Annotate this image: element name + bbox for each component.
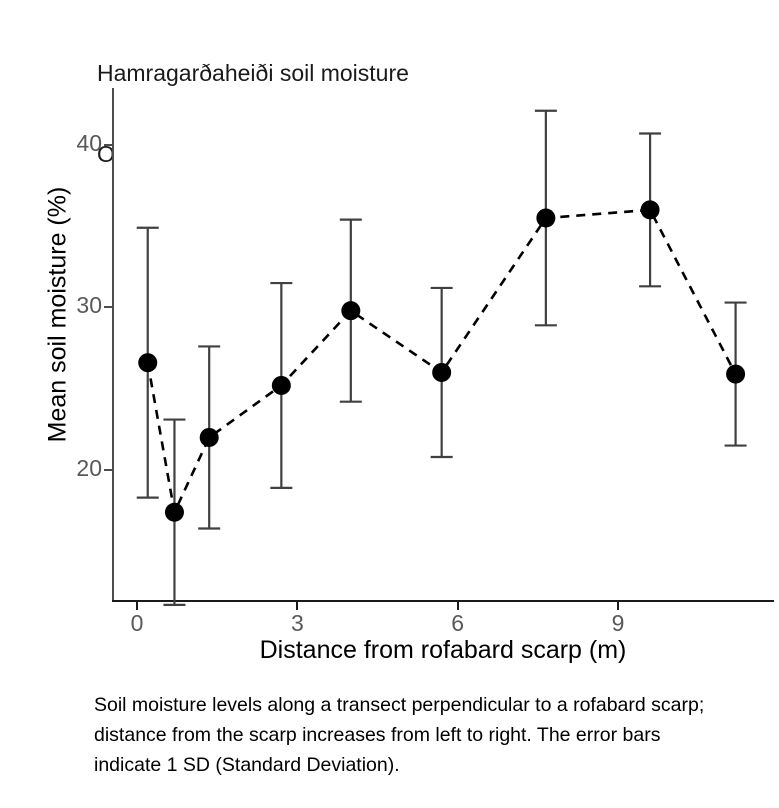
- data-point-8: [726, 364, 746, 384]
- data-point-4: [341, 301, 361, 321]
- y-tick-20: [104, 468, 112, 471]
- data-point-1: [164, 502, 184, 522]
- x-tick-label-3: 3: [290, 610, 304, 636]
- y-tick-30: [104, 306, 112, 309]
- x-tick-9: [617, 602, 620, 610]
- x-tick-0: [136, 602, 139, 610]
- caption-line-2: distance from the scarp increases from l…: [94, 724, 661, 746]
- y-axis-line: [112, 88, 114, 601]
- plot-area: 20 30 40 0 3 6 9 Distance from rofabard scarp…: [43, 88, 774, 664]
- x-tick-label-0: 0: [130, 610, 144, 636]
- data-point-7: [640, 200, 660, 220]
- y-tick-label-40: 40: [76, 129, 102, 156]
- y-tick-label-30: 30: [76, 292, 102, 319]
- x-tick-6: [456, 602, 459, 610]
- data-point-5: [432, 362, 452, 382]
- data-point-6: [536, 208, 556, 228]
- x-tick-3: [296, 602, 299, 610]
- y-axis-title: Mean soil moisture (%): [43, 186, 72, 443]
- x-axis-title: Distance from rofabard scarp (m): [259, 636, 627, 664]
- caption-line-1: Soil moisture levels along a transect pe…: [94, 694, 705, 716]
- y-tick-40: [104, 143, 112, 146]
- chart-title: Hamragarðaheiði soil moisture: [97, 60, 409, 86]
- x-tick-label-6: 6: [451, 610, 465, 636]
- data-point-3: [271, 375, 291, 395]
- data-point-0: [138, 353, 158, 373]
- plot-panel: [113, 88, 773, 600]
- x-tick-label-9: 9: [611, 610, 625, 636]
- figure-caption: Soil moisture levels along a transect pe…: [94, 690, 744, 780]
- y-tick-label-20: 20: [76, 454, 102, 481]
- series-line: [146, 208, 737, 517]
- x-axis-line: [112, 600, 774, 602]
- caption-line-3: indicate 1 SD (Standard Deviation).: [94, 754, 400, 776]
- data-point-2: [199, 427, 219, 447]
- data-series: [136, 109, 747, 606]
